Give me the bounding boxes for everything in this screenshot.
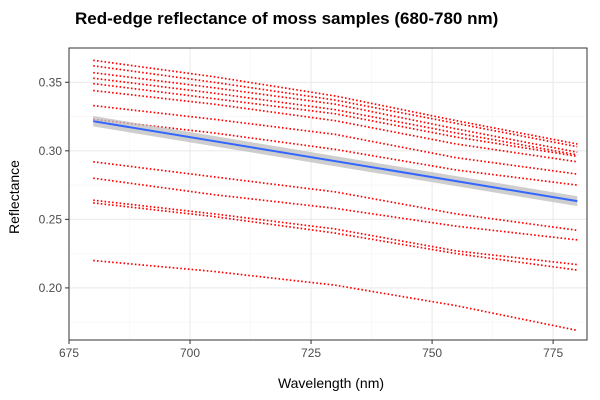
- sample-series-line-9: [93, 160, 578, 232]
- sample-series-line-11: [93, 199, 578, 266]
- sample-series-line-5: [93, 82, 578, 158]
- plot-area: 675 700 725 750 775 0.20 0.25 0.30 0.35: [39, 47, 588, 360]
- panel-border: [68, 47, 588, 341]
- linear-fit-line: [93, 120, 578, 203]
- y-axis-title: Reflectance: [6, 160, 22, 234]
- sample-series-line-13: [93, 259, 578, 332]
- sample-series-line-2: [93, 64, 578, 148]
- x-tick-label: 725: [301, 346, 321, 360]
- y-tick-label: 0.25: [39, 212, 63, 226]
- sample-series-line-10: [93, 177, 578, 241]
- x-tick-label: 675: [59, 346, 79, 360]
- x-tick-label: 750: [422, 346, 442, 360]
- sample-series-line-8: [93, 118, 578, 186]
- y-tick-label: 0.30: [39, 144, 63, 158]
- chart-title: Red-edge reflectance of moss samples (68…: [75, 9, 498, 28]
- sample-series-line-12: [93, 202, 578, 271]
- x-tick-label: 700: [180, 346, 200, 360]
- sample-series-line-6: [93, 89, 578, 163]
- sample-series-line-3: [93, 71, 578, 154]
- x-axis-title: Wavelength (nm): [278, 375, 384, 391]
- y-tick-label: 0.20: [39, 281, 63, 295]
- y-tick-label: 0.35: [39, 75, 63, 89]
- sample-series-line-4: [93, 77, 578, 156]
- sample-series-line-7: [93, 104, 578, 175]
- x-tick-label: 775: [543, 346, 563, 360]
- sample-series-line-1: [93, 59, 578, 145]
